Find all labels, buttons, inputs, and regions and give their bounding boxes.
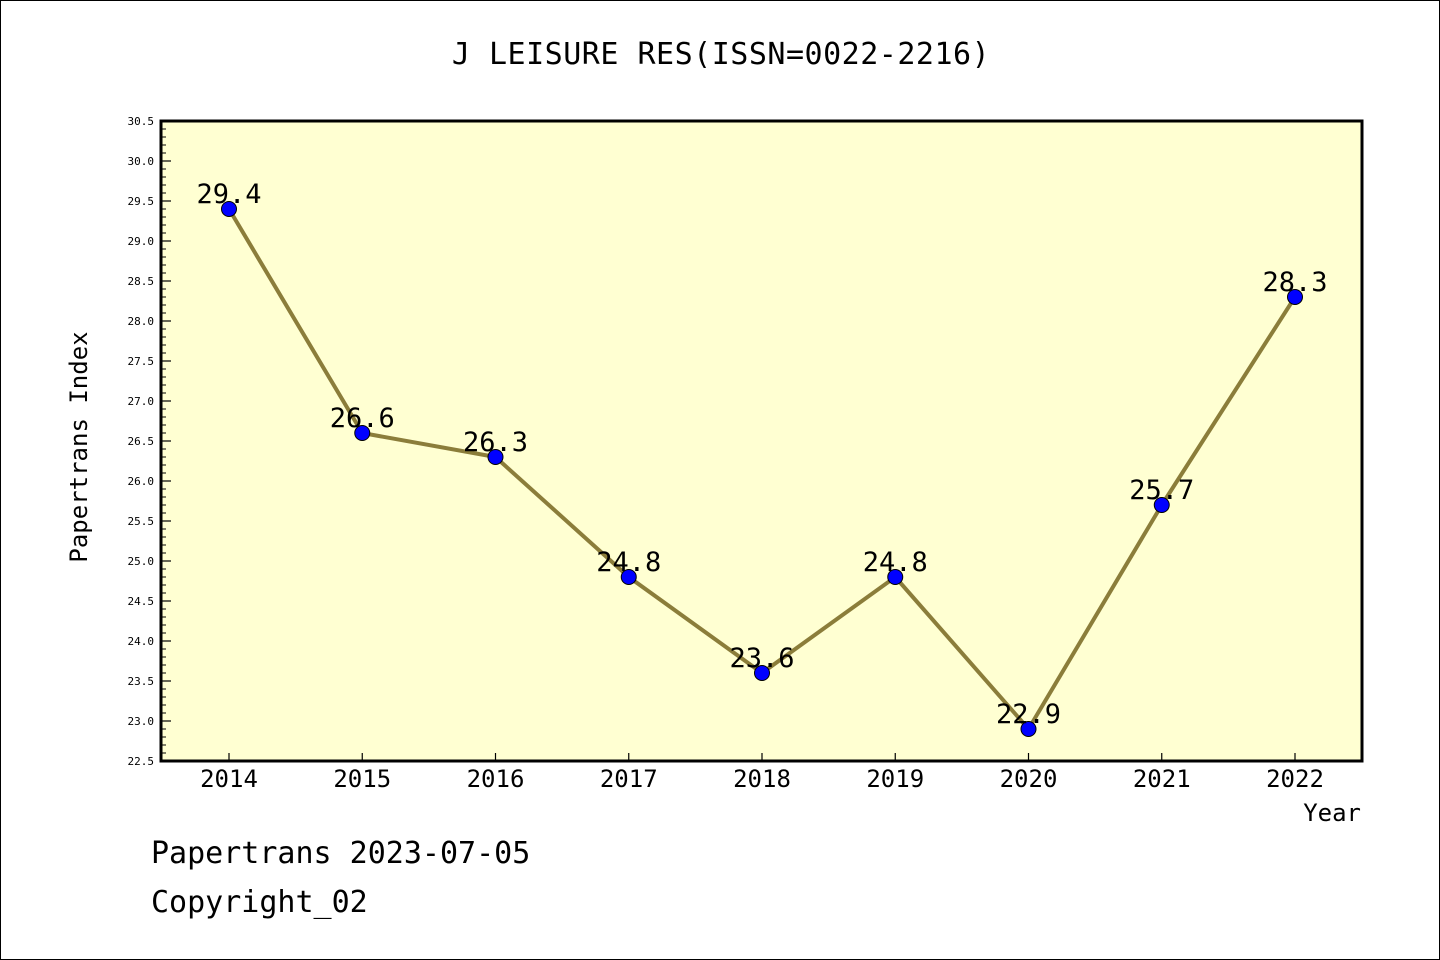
y-tick-label: 22.5 — [128, 755, 155, 768]
y-tick-label: 29.5 — [128, 195, 155, 208]
y-tick-label: 28.0 — [128, 315, 155, 328]
data-point — [1020, 721, 1037, 737]
y-tick-label: 24.5 — [128, 595, 155, 608]
y-tick-label: 26.0 — [128, 475, 155, 488]
x-tick-label: 2017 — [600, 765, 658, 793]
data-point — [487, 449, 504, 465]
x-tick-label: 2021 — [1133, 765, 1191, 793]
y-tick-label: 24.0 — [128, 635, 155, 648]
data-label: 25.7 — [1129, 475, 1194, 506]
data-label: 24.8 — [596, 547, 661, 578]
data-label: 23.6 — [729, 643, 794, 674]
data-point — [1153, 497, 1170, 513]
data-label: 26.3 — [463, 427, 528, 458]
x-tick-label: 2019 — [866, 765, 924, 793]
x-axis: 2014 2015 2016 2017 2018 2019 2020 2021 2022 — [200, 753, 1324, 793]
data-label: 22.9 — [996, 699, 1061, 730]
x-tick-label: 2020 — [1000, 765, 1058, 793]
plot-area — [159, 119, 1364, 763]
data-point — [887, 569, 904, 585]
y-axis: 22.5 23.0 23.5 24.0 24.5 25.0 25.5 26.0 26.5 27.0… — [128, 115, 171, 768]
data-label: 24.8 — [863, 547, 928, 578]
y-tick-label: 27.5 — [128, 355, 155, 368]
data-point — [221, 201, 237, 217]
y-tick-label: 29.0 — [128, 235, 155, 248]
data-point — [620, 569, 637, 585]
y-axis-label: Papertrans Index — [65, 331, 93, 562]
x-tick-label: 2016 — [467, 765, 525, 793]
data-point — [1287, 289, 1303, 305]
x-tick-label: 2018 — [733, 765, 791, 793]
y-tick-label: 28.5 — [128, 275, 155, 288]
chart-title: J LEISURE RES(ISSN=0022-2216) — [451, 37, 991, 72]
y-tick-label: 26.5 — [128, 435, 155, 448]
y-tick-label: 30.0 — [128, 155, 155, 168]
data-label: 29.4 — [196, 179, 261, 210]
x-tick-label: 2014 — [200, 765, 258, 793]
x-tick-label: 2015 — [333, 765, 391, 793]
footer-date-line: Papertrans 2023-07-05 — [151, 836, 531, 871]
data-label: 26.6 — [330, 403, 395, 434]
y-tick-label: 27.0 — [128, 395, 155, 408]
data-point — [354, 425, 371, 441]
y-tick-label: 23.0 — [128, 715, 155, 728]
data-label: 28.3 — [1262, 267, 1327, 298]
y-tick-label: 25.0 — [128, 555, 155, 568]
y-tick-label: 23.5 — [128, 675, 155, 688]
y-tick-label: 30.5 — [128, 115, 155, 128]
footer-copyright-line: Copyright_02 — [151, 885, 368, 920]
series-layer: 29.4 26.6 26.3 24.8 23.6 24.8 22.9 25.7 28.3 — [196, 179, 1328, 737]
x-tick-label: 2022 — [1266, 765, 1324, 793]
y-tick-label: 25.5 — [128, 515, 155, 528]
data-point — [754, 665, 770, 681]
x-axis-label: Year — [1303, 799, 1361, 827]
